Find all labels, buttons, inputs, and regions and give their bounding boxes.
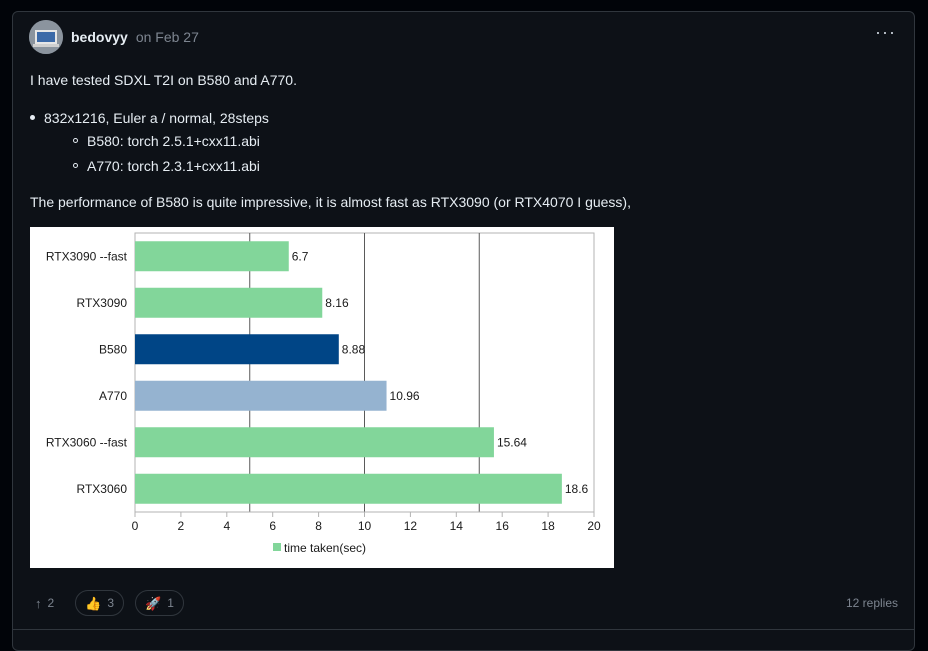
thumbs-up-reaction-button[interactable]: 👍 3 <box>75 590 125 616</box>
divider <box>13 629 914 630</box>
x-tick-label: 12 <box>404 519 418 533</box>
rocket-count: 1 <box>167 596 174 610</box>
list-item-text: 832x1216, Euler a / normal, 28steps <box>44 110 269 126</box>
legend-swatch <box>273 543 281 551</box>
upvote-count: 2 <box>47 596 55 610</box>
category-label: A770 <box>99 389 127 403</box>
list-subitem-text: A770: torch 2.3.1+cxx11.abi <box>87 158 260 174</box>
data-label: 8.88 <box>342 342 366 356</box>
bullet-icon <box>30 115 35 120</box>
x-tick-label: 10 <box>358 519 372 533</box>
author-name[interactable]: bedovyy <box>71 29 128 45</box>
x-tick-label: 4 <box>223 519 230 533</box>
x-tick-label: 14 <box>450 519 464 533</box>
comment-date[interactable]: on Feb 27 <box>135 29 199 45</box>
legend-label: time taken(sec) <box>284 541 366 555</box>
x-tick-label: 2 <box>178 519 185 533</box>
hollow-bullet-icon <box>73 163 78 168</box>
data-label: 18.6 <box>565 482 589 496</box>
rocket-reaction-button[interactable]: 🚀 1 <box>135 590 184 616</box>
x-tick-label: 0 <box>132 519 139 533</box>
comment-header: bedovyy on Feb 27 <box>29 19 199 55</box>
bar-chart-svg: RTX3090 --fast 6.7 RTX3090 8.16 B580 8.88 A770… <box>46 232 601 555</box>
benchmark-chart: RTX3090 --fast 6.7 RTX3090 8.16 B580 8.88 A770… <box>30 227 614 568</box>
bar <box>135 380 387 411</box>
x-tick-label: 20 <box>587 519 601 533</box>
bar <box>135 427 494 458</box>
category-label: RTX3090 --fast <box>46 249 128 263</box>
thumbs-up-icon: 👍 <box>85 595 102 611</box>
category-label: RTX3060 <box>77 482 128 496</box>
category-label: RTX3060 --fast <box>46 435 128 449</box>
bar <box>135 287 323 318</box>
bar <box>135 334 339 365</box>
more-options-icon[interactable]: ··· <box>875 22 896 42</box>
replies-count[interactable]: 12 replies <box>845 596 898 610</box>
discussion-comment: bedovyy on Feb 27 ··· I have tested SDXL… <box>12 11 915 651</box>
reactions-bar: ↑ 2 👍 3 🚀 1 <box>30 590 184 616</box>
list-subitem-text: B580: torch 2.5.1+cxx11.abi <box>87 133 260 149</box>
x-tick-label: 8 <box>315 519 322 533</box>
rocket-icon: 🚀 <box>145 595 162 611</box>
x-tick-label: 16 <box>496 519 510 533</box>
upvote-button[interactable]: ↑ 2 <box>30 590 64 616</box>
data-label: 8.16 <box>325 296 349 310</box>
x-tick-label: 18 <box>541 519 555 533</box>
hollow-bullet-icon <box>73 138 78 143</box>
category-label: RTX3090 <box>77 296 128 310</box>
summary-text: The performance of B580 is quite impress… <box>30 194 631 210</box>
thumbs-up-count: 3 <box>107 596 115 610</box>
bar <box>135 473 562 504</box>
intro-text: I have tested SDXL T2I on B580 and A770. <box>30 72 297 88</box>
data-label: 15.64 <box>497 435 527 449</box>
arrow-up-icon: ↑ <box>35 595 42 611</box>
data-label: 10.96 <box>390 389 420 403</box>
category-label: B580 <box>99 342 127 356</box>
bar <box>135 241 289 272</box>
data-label: 6.7 <box>292 249 309 263</box>
avatar[interactable] <box>29 20 63 54</box>
x-tick-label: 6 <box>269 519 276 533</box>
